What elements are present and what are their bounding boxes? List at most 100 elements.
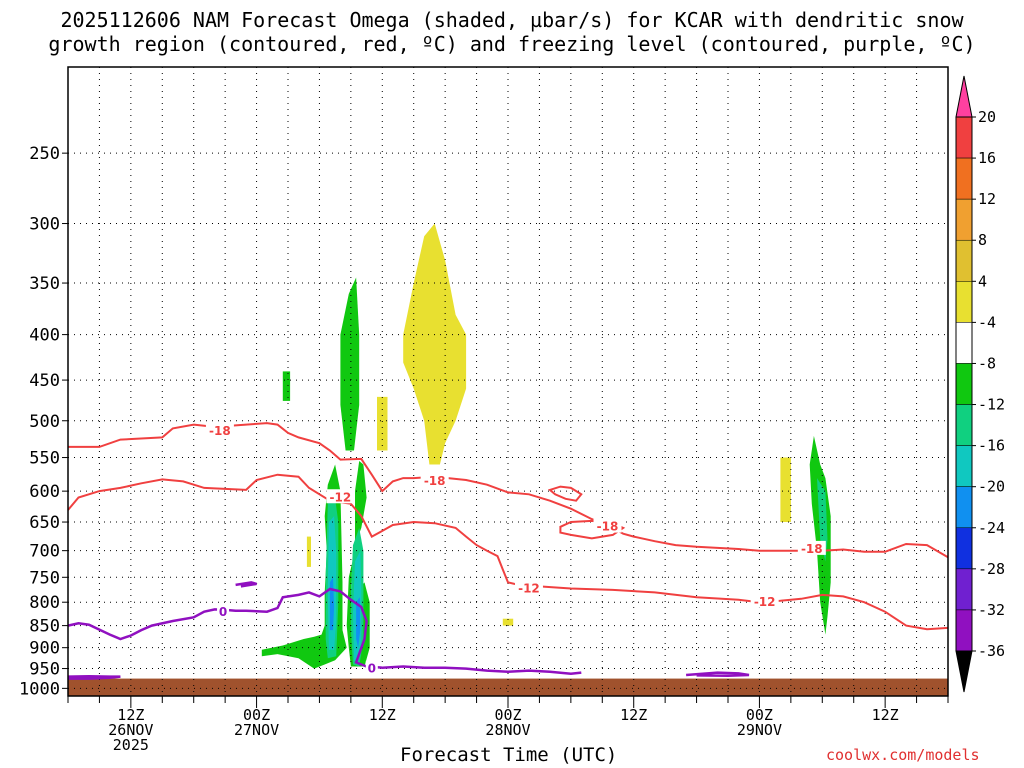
omega-region [306, 536, 311, 567]
chart-title-line2: growth region (contoured, red, ºC) and f… [48, 32, 976, 56]
freezing-level-contour [235, 581, 257, 588]
x-tick-date: 27NOV [234, 721, 279, 739]
freezing-contour-label-bg [217, 603, 230, 618]
colorbar-label: -36 [978, 642, 1005, 660]
colorbar: 20 16 12 8 4 -4 -8 -12 -16 -20 -24 -28 -32 -36 [955, 75, 1005, 693]
omega-region [356, 597, 361, 648]
dgz-contour-label: -18 [597, 520, 619, 534]
y-tick-label: 650 [29, 513, 60, 533]
omega-region [340, 277, 360, 451]
freezing-level-contour [67, 674, 121, 680]
colorbar-frame [955, 116, 973, 652]
x-tick-label: 12Z [369, 706, 396, 724]
y-tick-label: 350 [29, 274, 60, 294]
freezing-contour-label: 0 [219, 605, 227, 619]
chart-title: 2025112606 NAM Forecast Omega (shaded, µ… [0, 8, 1024, 56]
colorbar-segment [955, 116, 973, 159]
dgz-contour-label-bg [205, 422, 234, 437]
dgz-contour-label: -12 [754, 595, 776, 609]
colorbar-segment [955, 239, 973, 282]
y-tick-label: 550 [29, 449, 60, 469]
colorbar-label: -32 [978, 601, 1005, 619]
freezing-contour-label: 0 [368, 662, 376, 676]
credit-link[interactable]: coolwx.com/models [826, 746, 980, 764]
colorbar-segment [955, 568, 973, 611]
y-tick-label: 900 [29, 639, 60, 659]
y-tick-label: 950 [29, 660, 60, 680]
dgz-contour-label: -18 [209, 424, 231, 438]
omega-region [377, 396, 388, 451]
dgz-contour-line [67, 473, 949, 631]
y-tick-label: 400 [29, 326, 60, 346]
freezing-contour-label-bg [365, 660, 378, 675]
x-tick-label: 00Z [494, 706, 521, 724]
x-tick-label: 12Z [117, 706, 144, 724]
dgz-contour-line [68, 422, 949, 559]
x-tick-label: 12Z [872, 706, 899, 724]
freezing-level-contour [686, 671, 750, 678]
colorbar-segment [955, 527, 973, 570]
colorbar-label: 12 [978, 190, 996, 208]
colorbar-segment [955, 322, 973, 364]
colorbar-segment [955, 198, 973, 241]
colorbar-top-arrow [955, 75, 973, 118]
colorbar-label: 4 [978, 272, 987, 290]
dgz-contour-label: -12 [518, 581, 540, 595]
dgz-contour-label-bg [420, 473, 449, 488]
x-tick-year: 2025 [113, 736, 149, 754]
dgz-contour-label-bg [514, 580, 543, 595]
omega-region [817, 478, 828, 562]
y-tick-label: 450 [29, 371, 60, 391]
colorbar-bottom-arrow [955, 650, 973, 693]
omega-region [261, 464, 347, 669]
omega-region [282, 371, 291, 401]
colorbar-label: -8 [978, 354, 996, 372]
colorbar-label: -28 [978, 560, 1005, 578]
freezing-level-contour [67, 587, 582, 676]
omega-region [502, 618, 514, 626]
omega-region [780, 457, 791, 522]
y-tick-label: 800 [29, 593, 60, 613]
x-tick-date: 26NOV [108, 721, 153, 739]
x-tick-date: 29NOV [737, 721, 782, 739]
colorbar-label: -20 [978, 478, 1005, 496]
dgz-contour-loop [547, 485, 583, 502]
colorbar-segment [955, 281, 973, 323]
dgz-contour-label: -18 [801, 542, 823, 556]
colorbar-segment [955, 486, 973, 529]
y-tick-label: 600 [29, 482, 60, 502]
y-tick-label: 700 [29, 542, 60, 562]
colorbar-segment [955, 157, 973, 200]
chart-title-line1: 2025112606 NAM Forecast Omega (shaded, µ… [60, 8, 964, 32]
colorbar-label: -4 [978, 313, 996, 331]
colorbar-segment [955, 445, 973, 487]
y-tick-label: 250 [29, 144, 60, 164]
colorbar-label: 8 [978, 231, 987, 249]
dgz-contour-label-bg [326, 489, 355, 504]
colorbar-label: 20 [978, 108, 996, 126]
x-tick-date: 28NOV [485, 721, 530, 739]
x-tick-label: 00Z [243, 706, 270, 724]
dgz-contour-label-bg [750, 593, 779, 608]
colorbar-segment [955, 363, 973, 405]
y-tick-label: 750 [29, 568, 60, 588]
y-tick-label: 300 [29, 215, 60, 235]
plot-background [68, 67, 948, 696]
x-axis-title: Forecast Time (UTC) [400, 744, 618, 766]
axes: 2503003504004505005506006507007508008509… [19, 66, 949, 754]
plot-area: -18 -12 -18 -18 -12 -12 -18 0 0 [67, 67, 949, 696]
dgz-contour-label: -18 [424, 474, 446, 488]
y-tick-label: 850 [29, 617, 60, 637]
colorbar-label: -16 [978, 437, 1005, 455]
colorbar-label: -24 [978, 519, 1005, 537]
colorbar-label: 16 [978, 149, 996, 167]
x-tick-label: 00Z [746, 706, 773, 724]
colorbar-segment [955, 609, 973, 652]
dgz-contour-label-bg [593, 518, 622, 533]
terrain-shading [68, 678, 948, 696]
colorbar-label: -12 [978, 396, 1005, 414]
dgz-contour-label-bg [797, 540, 826, 555]
colorbar-segment [955, 404, 973, 446]
omega-region [403, 223, 467, 465]
